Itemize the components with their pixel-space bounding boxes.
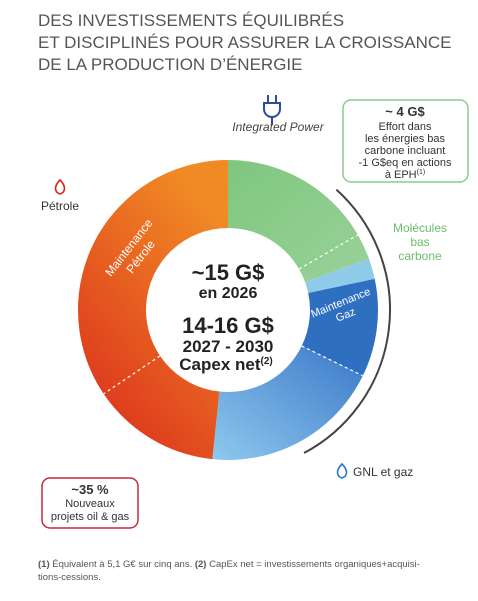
drop-icon (336, 462, 348, 479)
line: Molécules (393, 221, 447, 235)
donut-segment (212, 345, 363, 460)
callout-line: les énergies bas (365, 133, 446, 145)
callout-low-carbon: ~ 4 G$ Effort dans les énergies bas carb… (342, 99, 469, 183)
title-line: DE LA PRODUCTION D’ÉNERGIE (38, 55, 303, 74)
title-line: ET DISCIPLINÉS POUR ASSURER LA CROISSANC… (38, 33, 451, 52)
power-icon (263, 95, 281, 125)
center-value: 14-16 G$ (182, 313, 274, 338)
callout-line: Effort dans (379, 121, 432, 133)
bracket-arc (303, 188, 391, 454)
callout-box (41, 477, 139, 529)
divider (301, 345, 364, 377)
note-mark: (1) (38, 559, 50, 570)
note-text: Équivalent à 5,1 G€ sur cinq ans. (50, 559, 195, 570)
callout-line: carbone incluant (365, 145, 446, 157)
callout-line: à EPH(1) (385, 169, 425, 181)
callout-line: projets oil & gas (51, 511, 130, 523)
title: DES INVESTISSEMENTS ÉQUILIBRÉS ET DISCIP… (38, 11, 451, 74)
callout-line: Nouveaux (65, 498, 115, 510)
callout-amount: ~ 4 G$ (385, 104, 425, 119)
callout-box (342, 99, 469, 183)
note-text: CapEx net = investissements organiques+a… (206, 559, 419, 570)
center-label: en 2026 (199, 285, 258, 302)
footnote: (1) Équivalent à 5,1 G€ sur cinq ans. (2… (38, 559, 420, 570)
capex: Capex net (179, 355, 261, 374)
title-line: DES INVESTISSEMENTS ÉQUILIBRÉS (38, 11, 344, 30)
drop-icon (54, 178, 66, 195)
line: bas (410, 235, 429, 249)
donut (77, 160, 391, 460)
donut-segment (228, 160, 369, 282)
divider (103, 355, 161, 395)
callout-line: -1 G$eq en actions (359, 157, 452, 169)
divider (298, 234, 359, 270)
segment-label: Integrated Power (232, 120, 324, 134)
note-mark: (1) (417, 169, 426, 176)
footnote: tions-cessions. (38, 572, 101, 583)
callout-amount: ~35 % (71, 482, 109, 497)
center-value: ~15 G$ (192, 260, 265, 285)
donut-segment (301, 278, 378, 376)
center-text: ~15 G$ en 2026 14-16 G$ 2027 - 2030 Cape… (179, 260, 274, 374)
segment-label: Molécules bas carbone (393, 221, 447, 263)
center-label: Capex net(2) (179, 355, 272, 374)
line: à EPH (385, 169, 417, 181)
segment-label: Pétrole (41, 199, 79, 213)
footnotes: (1) Équivalent à 5,1 G€ sur cinq ans. (2… (38, 559, 420, 583)
center-label: 2027 - 2030 (183, 337, 274, 356)
note-mark: (2) (261, 356, 273, 367)
line: carbone (398, 249, 442, 263)
segment-label: GNL et gaz (353, 465, 413, 479)
callout-new-projects: ~35 % Nouveaux projets oil & gas (41, 477, 139, 529)
donut-segment (305, 258, 375, 293)
note-mark: (2) (195, 559, 207, 570)
donut-segment (77, 160, 228, 460)
